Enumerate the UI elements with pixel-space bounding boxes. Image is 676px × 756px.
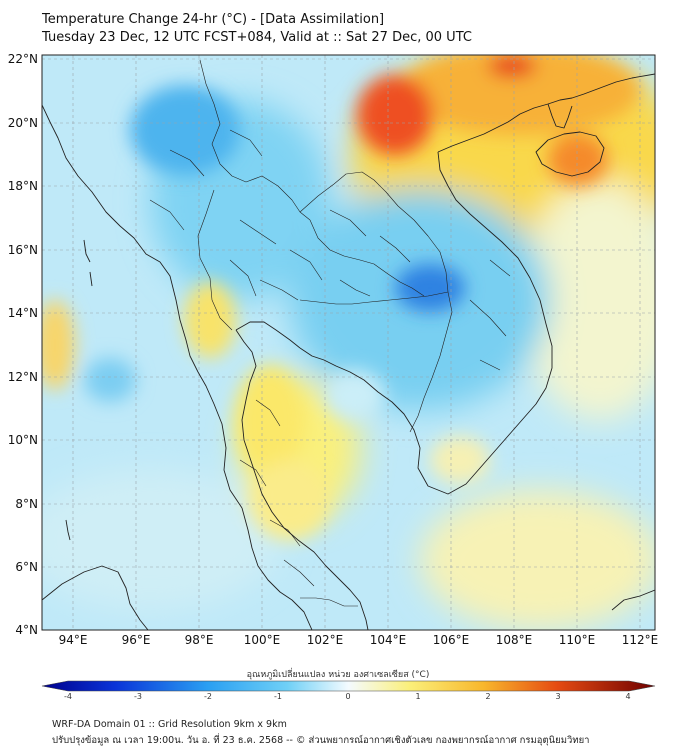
lon-label: 100°E: [243, 633, 281, 647]
colorbar-tick: 1: [415, 692, 421, 701]
border-thai-malaysia: [300, 597, 358, 607]
border-cambodia-vietnam: [409, 291, 453, 433]
lon-label: 102°E: [306, 633, 344, 647]
lon-label: 96°E: [121, 633, 151, 647]
colorbar-bar: [41, 680, 656, 692]
lon-label: 106°E: [432, 633, 470, 647]
lat-label: 8°N: [15, 497, 38, 511]
colorbar: [41, 680, 656, 692]
coastlines: [42, 73, 655, 630]
map-frame: [41, 54, 656, 631]
footer-credit: ปรับปรุงข้อมูล ณ เวลา 19:00น. วัน อ. ที่…: [52, 735, 590, 746]
lon-label: 112°E: [621, 633, 659, 647]
graticule: [42, 55, 655, 630]
border-myanmar-thailand: [197, 189, 233, 331]
lat-label: 10°N: [7, 433, 38, 447]
lon-label: 94°E: [58, 633, 88, 647]
border-thailand-laos: [309, 219, 425, 297]
lat-label: 22°N: [7, 52, 38, 66]
lon-label: 108°E: [495, 633, 533, 647]
colorbar-tick: -2: [204, 692, 212, 701]
map-title: Temperature Change 24-hr (°C) - [Data As…: [42, 12, 385, 27]
colorbar-tick: 3: [555, 692, 561, 701]
lat-label: 20°N: [7, 116, 38, 130]
temperature-field: [42, 55, 655, 630]
colorbar-tick: -4: [64, 692, 72, 701]
colorbar-tick: 4: [625, 692, 631, 701]
lat-label: 12°N: [7, 370, 38, 384]
lat-label: 16°N: [7, 243, 38, 257]
border-thailand-cambodia: [299, 291, 449, 305]
colorbar-label: อุณหภูมิเปลี่ยนแปลง หน่วย องศาเซลเซียส (…: [246, 670, 430, 680]
coastline-gulf-thailand: [235, 329, 369, 630]
coastline-leizhou: [547, 103, 573, 129]
coastline-peninsula-west: [241, 507, 313, 630]
lon-label: 104°E: [369, 633, 407, 647]
boundaries: [149, 59, 511, 607]
colorbar-tick: -1: [274, 692, 282, 701]
lat-label: 18°N: [7, 179, 38, 193]
coastline-andaman-islands: [65, 239, 93, 541]
border-laos-vietnam: [299, 171, 449, 293]
lat-label: 14°N: [7, 306, 38, 320]
map-subtitle: Tuesday 23 Dec, 12 UTC FCST+084, Valid a…: [42, 30, 472, 45]
lon-label: 98°E: [184, 633, 214, 647]
coastline-cambodia-south: [299, 151, 553, 495]
coastline-sumatra-tip: [42, 565, 149, 630]
colorbar-tick: 2: [485, 692, 491, 701]
colorbar-tick: -3: [134, 692, 142, 701]
coastline-gulf-head: [235, 321, 301, 349]
coastline-borneo-tip: [611, 589, 655, 611]
lon-label: 110°E: [558, 633, 596, 647]
footer-model-info: WRF-DA Domain 01 :: Grid Resolution 9km …: [52, 719, 287, 730]
coastline-hainan: [535, 131, 605, 177]
provinces-north: [149, 129, 323, 301]
lat-label: 4°N: [15, 623, 38, 637]
colorbar-tick: 0: [345, 692, 351, 701]
border-myanmar-east: [199, 59, 311, 221]
lat-label: 6°N: [15, 560, 38, 574]
coastline-myanmar-west: [42, 104, 243, 509]
coastline-tonkin-gulf: [437, 73, 655, 153]
provinces-south: [239, 399, 315, 587]
provinces-east: [329, 209, 511, 371]
